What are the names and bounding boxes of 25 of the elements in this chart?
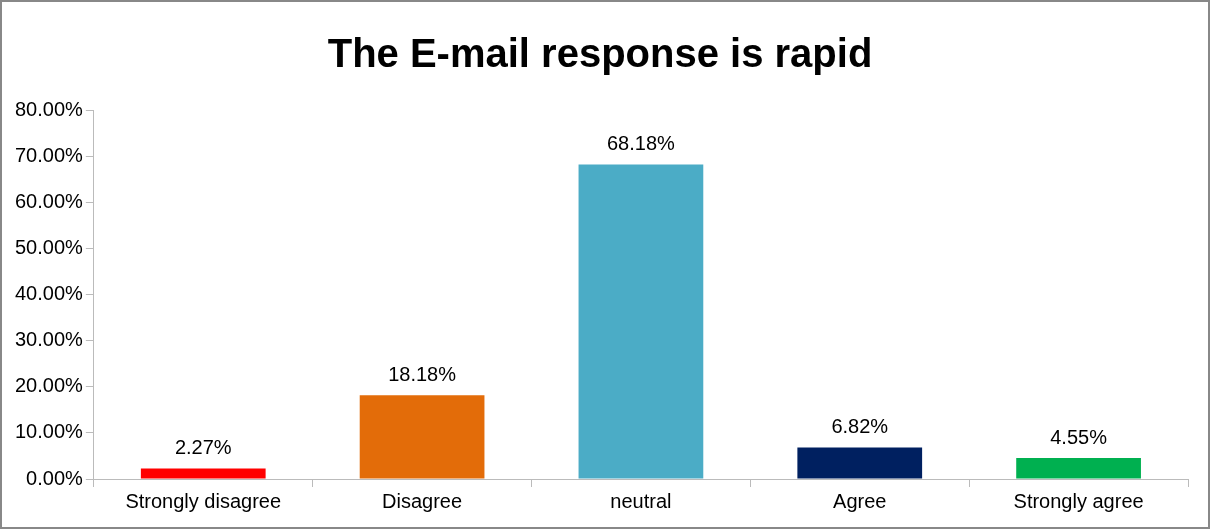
y-tick-label: 0.00% xyxy=(26,466,84,489)
y-tick-label: 70.00% xyxy=(14,143,84,166)
x-tick-label: Agree xyxy=(833,489,887,512)
data-label: 68.18% xyxy=(606,132,676,155)
bar xyxy=(140,468,266,479)
y-tick-label: 80.00% xyxy=(14,97,84,120)
y-tick-label: 40.00% xyxy=(14,282,84,305)
bar xyxy=(1016,458,1141,479)
x-tick-label: neutral xyxy=(610,489,672,512)
y-tick-label: 30.00% xyxy=(14,328,84,351)
x-tick-label: Strongly disagree xyxy=(125,489,282,512)
y-tick-label: 20.00% xyxy=(14,374,84,397)
x-tick-label: Strongly agree xyxy=(1013,489,1144,512)
bar xyxy=(359,395,485,479)
data-label: 2.27% xyxy=(174,436,232,459)
bar xyxy=(578,164,704,479)
x-tick-label: Disagree xyxy=(382,489,463,512)
y-tick-label: 10.00% xyxy=(14,420,84,443)
y-tick-label: 60.00% xyxy=(14,189,84,212)
y-tick-label: 50.00% xyxy=(14,235,84,258)
chart-title: The E-mail response is rapid xyxy=(327,31,873,76)
data-label: 18.18% xyxy=(388,362,457,385)
bar xyxy=(797,447,923,479)
data-label: 4.55% xyxy=(1050,425,1108,448)
data-label: 6.82% xyxy=(831,415,889,438)
